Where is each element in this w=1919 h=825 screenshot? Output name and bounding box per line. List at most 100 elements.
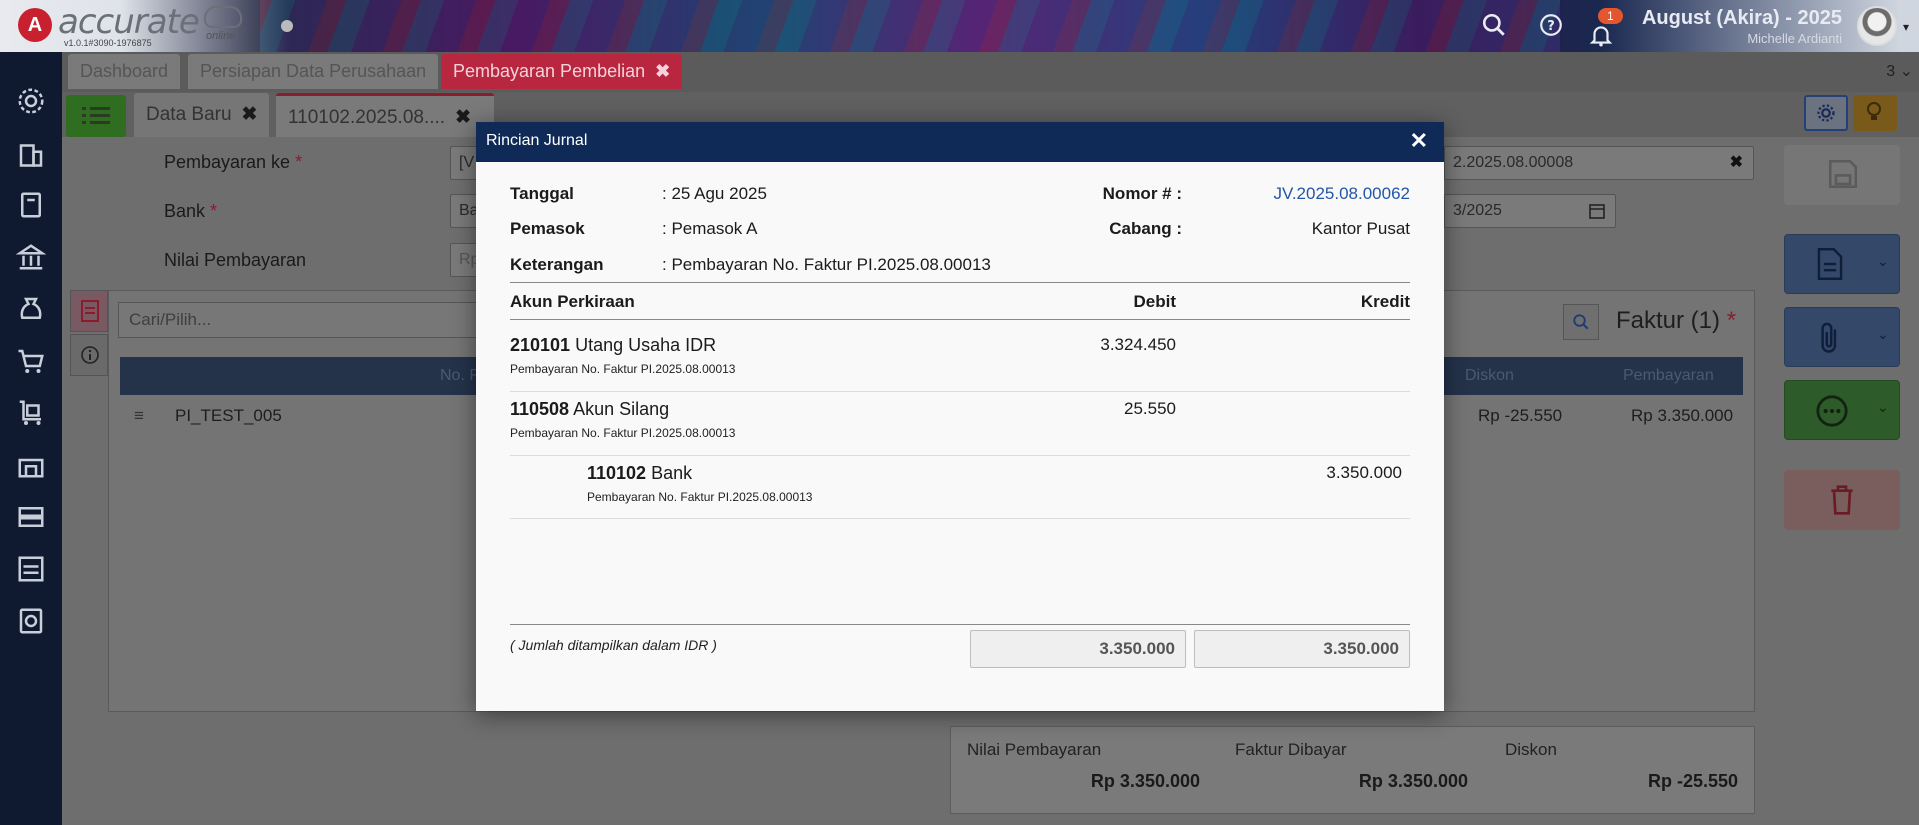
company-name[interactable]: August (Akira) - 2025 — [1641, 7, 1842, 29]
tab-label: Pembayaran Pembelian — [453, 61, 646, 81]
col-no-faktur[interactable]: No. F — [440, 367, 480, 384]
number-value: 2.2025.08.00008 — [1453, 154, 1574, 171]
account-row-3: 110102 Bank — [587, 463, 692, 484]
paperclip-icon — [1821, 322, 1837, 353]
sidebar — [0, 52, 62, 825]
journal-number-link[interactable]: JV.2025.08.00062 — [1273, 184, 1410, 203]
tab-dashboard[interactable]: Dashboard — [68, 54, 181, 89]
top-header: A accurate online v1.0.1#3090-1976875 ? … — [0, 0, 1919, 52]
summary-diskon-value: Rp -25.550 — [1647, 771, 1738, 791]
cart-icon[interactable] — [16, 346, 46, 376]
chevron-down-icon[interactable]: ⌄ — [1877, 253, 1889, 269]
delivery-cart-icon[interactable] — [16, 398, 46, 428]
row-invoice-no[interactable]: PI_TEST_005 — [175, 406, 282, 425]
pemasok-label: Pemasok — [510, 219, 585, 238]
row-pembayaran: Rp 3.350.000 — [1631, 406, 1734, 425]
delete-button[interactable] — [1784, 470, 1900, 530]
calendar-icon[interactable] — [1589, 203, 1605, 219]
help-icon[interactable]: ? — [1538, 12, 1564, 38]
kredit-amount: 3.350.000 — [1326, 463, 1402, 482]
more-button[interactable]: ⌄ — [1784, 380, 1900, 440]
payment-summary — [950, 726, 1755, 814]
inventory-icon[interactable] — [16, 502, 46, 532]
building-icon[interactable] — [16, 138, 46, 168]
invoice-side-tab[interactable] — [70, 290, 108, 332]
date-field[interactable]: 3/2025 — [1444, 194, 1616, 228]
close-icon[interactable]: ✖ — [241, 104, 258, 125]
col-diskon[interactable]: Diskon — [1465, 367, 1514, 384]
account-code: 110508 — [510, 399, 570, 419]
clear-icon[interactable]: ✖ — [1729, 154, 1743, 171]
header-background-art — [260, 0, 1560, 52]
print-button[interactable]: ⌄ — [1784, 234, 1900, 294]
vendor-field[interactable]: [V — [450, 146, 480, 180]
row-divider — [510, 391, 1410, 392]
row-divider — [510, 455, 1410, 456]
close-icon[interactable]: ✖ — [455, 107, 471, 128]
cloud-icon — [204, 6, 242, 28]
bell-icon[interactable] — [1588, 22, 1614, 48]
tab-pembayaran-pembelian[interactable]: Pembayaran Pembelian ✖ — [441, 54, 683, 89]
tab-count-value: 3 — [1886, 63, 1896, 80]
lightbulb-icon — [1867, 102, 1881, 120]
bank-field[interactable]: Ba — [450, 194, 480, 228]
summary-faktur-value: Rp 3.350.000 — [1358, 771, 1468, 791]
summary-faktur-label: Faktur Dibayar — [1235, 740, 1347, 759]
search-button[interactable] — [1563, 304, 1599, 340]
row-divider — [510, 518, 1410, 519]
chevron-down-icon[interactable]: ▾ — [1903, 20, 1910, 34]
warehouse-icon[interactable] — [16, 450, 46, 480]
account-desc: Pembayaran No. Faktur PI.2025.08.00013 — [510, 362, 736, 376]
close-icon[interactable]: ✕ — [1409, 128, 1428, 153]
money-bag-icon[interactable] — [16, 294, 46, 324]
avatar[interactable] — [1857, 6, 1897, 46]
col-akun-perkiraan: Akun Perkiraan — [510, 292, 635, 311]
tips-button[interactable] — [1853, 95, 1897, 131]
book-icon[interactable] — [16, 190, 46, 220]
tax-icon[interactable] — [16, 554, 46, 584]
info-side-tab[interactable] — [70, 334, 108, 376]
tab-data-baru[interactable]: Data Baru ✖ — [134, 93, 270, 137]
table-footer-divider — [510, 624, 1410, 625]
total-debit: 3.350.000 — [970, 630, 1186, 668]
chevron-down-icon[interactable]: ⌄ — [1877, 326, 1889, 342]
cabang-label: Cabang : — [1109, 219, 1182, 238]
account-desc: Pembayaran No. Faktur PI.2025.08.00013 — [510, 426, 736, 440]
tab-current-document[interactable]: 110102.2025.08.... ✖ — [276, 93, 494, 137]
keterangan-value: : Pembayaran No. Faktur PI.2025.08.00013 — [662, 255, 991, 274]
account-row-2: 110508 Akun Silang — [510, 399, 669, 420]
close-icon[interactable]: ✖ — [655, 61, 671, 81]
tab-count[interactable]: 3 ⌄ — [1886, 63, 1913, 80]
settings-button[interactable] — [1804, 95, 1848, 131]
gear-icon[interactable] — [16, 86, 46, 116]
search-icon[interactable] — [1481, 12, 1507, 38]
drag-handle-icon[interactable]: ≡ — [134, 406, 144, 425]
pembayaran-ke-label: Pembayaran ke * — [164, 152, 303, 172]
bank-label: Bank * — [164, 201, 218, 221]
search-input[interactable]: Cari/Pilih... — [118, 302, 488, 338]
tab-label: Data Baru — [146, 104, 232, 125]
col-pembayaran[interactable]: Pembayaran — [1623, 367, 1714, 384]
total-kredit: 3.350.000 — [1194, 630, 1410, 668]
list-button[interactable] — [66, 95, 126, 137]
logo-text: accurate — [58, 2, 200, 42]
tanggal-label: Tanggal — [510, 184, 574, 203]
nilai-pembayaran-field[interactable]: Rp — [450, 243, 480, 277]
document-icon — [1817, 248, 1843, 280]
logo-subtext: online — [206, 30, 236, 42]
list-icon — [82, 107, 110, 124]
gear-icon — [1817, 104, 1835, 122]
tab-label: 110102.2025.08.... — [288, 107, 446, 128]
bank-icon[interactable] — [16, 242, 46, 272]
accurate-logo-icon[interactable]: A — [18, 8, 52, 42]
tab-persiapan-data[interactable]: Persiapan Data Perusahaan — [188, 54, 439, 89]
report-icon[interactable] — [16, 606, 46, 636]
number-field[interactable]: 2.2025.08.00008 ✖ — [1444, 146, 1754, 180]
chevron-down-icon[interactable]: ⌄ — [1877, 399, 1889, 415]
account-name: Bank — [651, 463, 693, 483]
pemasok-value: : Pemasok A — [662, 219, 758, 238]
account-name: Utang Usaha IDR — [575, 335, 717, 355]
attach-button[interactable]: ⌄ — [1784, 307, 1900, 367]
document-icon — [81, 300, 99, 322]
save-button[interactable] — [1784, 145, 1900, 205]
